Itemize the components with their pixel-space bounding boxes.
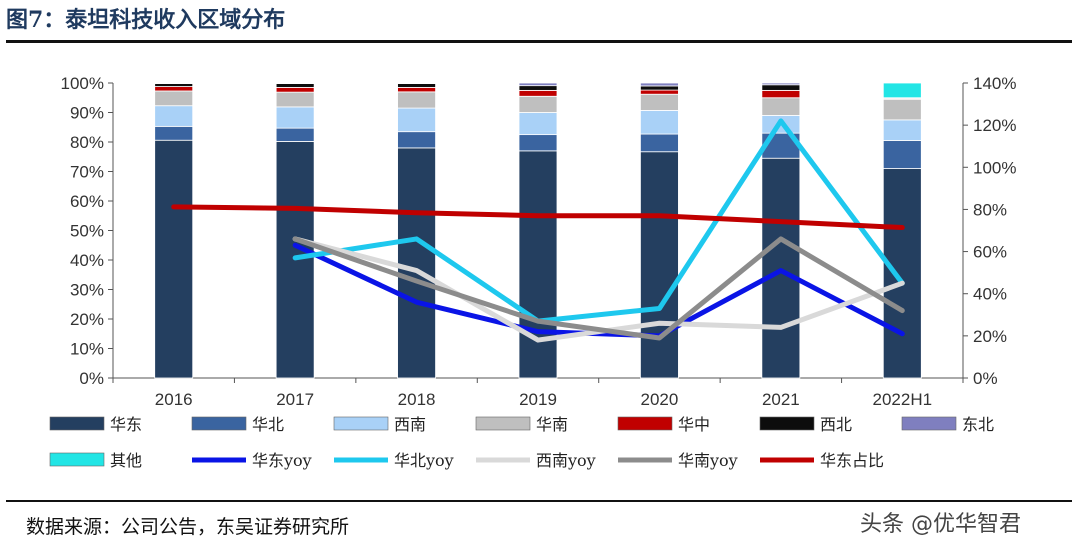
legend-swatch — [49, 416, 105, 431]
bar-segment — [640, 133, 679, 153]
bar-segment — [154, 86, 194, 92]
bar-segment — [154, 125, 194, 141]
source-note: 数据来源：公司公告，东吴证券研究所 — [26, 516, 350, 538]
bar-segment — [397, 87, 436, 93]
bar-segment — [397, 147, 436, 379]
legend-label: 华南yoy — [678, 451, 738, 470]
left-axis-tick-label: 30% — [70, 281, 104, 300]
right-axis-tick-label: 20% — [973, 327, 1007, 346]
legend-swatch — [759, 416, 815, 431]
bar-segment — [275, 83, 315, 88]
left-axis-tick-label: 0% — [79, 369, 104, 388]
bar-segment — [518, 85, 558, 91]
bar-segment — [518, 82, 558, 87]
bar-segment — [882, 140, 922, 169]
bar-segment — [397, 82, 436, 84]
legend-swatch — [617, 416, 673, 431]
bar-segment — [761, 84, 801, 91]
bar-segment — [518, 150, 558, 379]
legend-label: 其他 — [110, 451, 142, 470]
bottom-rule — [6, 500, 1072, 502]
legend-swatch — [191, 416, 247, 431]
bar-segment — [761, 82, 801, 86]
bar-segment — [397, 91, 436, 109]
bar-segment — [275, 106, 315, 129]
legend-label: 西南yoy — [536, 451, 596, 470]
legend-label: 华北yoy — [394, 451, 454, 470]
watermark: 头条 @优华智君 — [860, 512, 1021, 537]
bar-segment — [154, 90, 194, 107]
left-axis-tick-label: 40% — [70, 251, 104, 270]
legend-label: 西南 — [394, 415, 426, 434]
left-axis-tick-label: 10% — [70, 340, 104, 359]
left-axis-tick-label: 60% — [70, 192, 104, 211]
bar-segment — [154, 83, 194, 87]
bar-segment — [882, 82, 922, 99]
bar-segment — [882, 98, 922, 121]
bar-segment — [154, 82, 194, 84]
legend-label: 华东 — [110, 415, 142, 434]
left-axis-tick-label: 80% — [70, 133, 104, 152]
bar-segment — [397, 107, 436, 133]
bar-segment — [275, 82, 315, 84]
right-axis-tick-label: 60% — [973, 243, 1007, 262]
right-axis-tick-label: 0% — [973, 369, 998, 388]
top-rule — [6, 40, 1072, 43]
bar-segment — [397, 83, 436, 88]
bar-segment — [761, 89, 801, 99]
bar-segment — [640, 89, 679, 95]
legend-swatch — [901, 416, 957, 431]
bar-segment — [640, 82, 679, 87]
x-axis-tick-label: 2016 — [155, 390, 193, 409]
legend-label: 东北 — [962, 415, 994, 434]
bar-segment — [275, 127, 315, 142]
legend-label: 西北 — [820, 415, 852, 434]
legend-label: 华北 — [252, 415, 284, 434]
legend-swatch — [333, 416, 389, 431]
left-axis-tick-label: 50% — [70, 222, 104, 241]
x-axis-tick-label: 2021 — [762, 390, 800, 409]
x-axis-tick-label: 2019 — [519, 390, 557, 409]
bar-segment — [640, 110, 679, 135]
left-axis-tick-label: 100% — [61, 74, 104, 93]
right-axis-tick-label: 140% — [973, 74, 1016, 93]
legend-swatch — [475, 416, 531, 431]
right-axis-tick-label: 100% — [973, 158, 1016, 177]
bar-segment — [275, 87, 315, 93]
bar-segment — [518, 89, 558, 97]
bar-segment — [154, 139, 194, 379]
left-axis-tick-label: 70% — [70, 163, 104, 182]
legend-swatch — [49, 452, 105, 467]
legend-label: 华中 — [678, 415, 710, 434]
bar-segment — [518, 134, 558, 152]
bar-segment — [275, 91, 315, 108]
bar-segment — [640, 93, 679, 111]
bar-segment — [882, 119, 922, 141]
x-axis-tick-label: 2017 — [276, 390, 314, 409]
bar-segment — [518, 95, 558, 113]
bar-segment — [640, 151, 679, 379]
bar-segment — [397, 131, 436, 149]
x-axis-tick-label: 2018 — [398, 390, 436, 409]
line-series — [292, 236, 905, 341]
bar-segment — [761, 97, 801, 116]
legend-label: 华东yoy — [252, 451, 312, 470]
line-series — [171, 204, 905, 231]
bar-segment — [882, 168, 922, 379]
left-axis-tick-label: 90% — [70, 104, 104, 123]
bar-segment — [640, 85, 679, 91]
figure-title: 图7：泰坦科技收入区域分布 — [6, 7, 286, 33]
legend-label: 华东占比 — [820, 451, 884, 470]
bar-segment — [154, 105, 194, 127]
bar-segment — [518, 112, 558, 136]
x-axis-tick-label: 2022H1 — [873, 390, 933, 409]
line-series — [292, 118, 905, 324]
right-axis-tick-label: 40% — [973, 285, 1007, 304]
legend-label: 华南 — [536, 415, 568, 434]
left-axis-tick-label: 20% — [70, 310, 104, 329]
right-axis-tick-label: 120% — [973, 116, 1016, 135]
right-axis-tick-label: 80% — [973, 200, 1007, 219]
x-axis-tick-label: 2020 — [641, 390, 679, 409]
chart: 0% 10% 20% 30% 40% 50% 60% 70% 80% 90% 100% 0% 20% 40… — [49, 74, 1016, 470]
